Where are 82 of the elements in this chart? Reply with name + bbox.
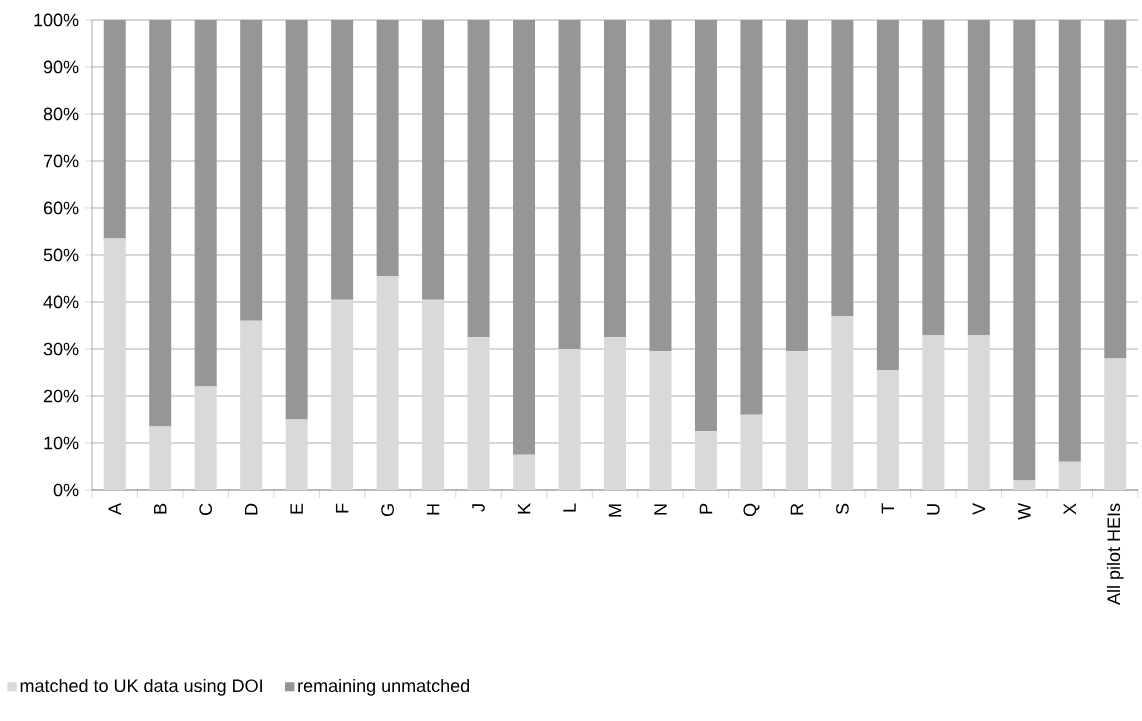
x-tick-label: L [563,503,576,512]
bar [240,320,263,490]
y-tick-label: 50% [43,248,79,262]
bar [785,351,808,490]
x-tick-label: U [927,504,940,515]
bar [240,19,263,321]
legend-label: matched to UK data using DOI [20,678,262,696]
bar [1013,480,1036,490]
x-tick-label: S [836,503,849,515]
bar [1104,358,1127,490]
bar [876,19,899,371]
bar [103,19,126,239]
bar [331,19,354,300]
x-tick-label: X [1063,503,1076,515]
x-tick-label: F [335,503,349,513]
x-tick-label: W [1018,502,1031,520]
bar [285,19,308,420]
x-tick-label: C [199,503,213,516]
bar [558,19,581,349]
y-tick-label: 30% [43,342,79,356]
bar [376,19,399,277]
bar [922,19,945,335]
bar [376,276,399,490]
bar [649,19,672,352]
x-tick-label: M [608,504,622,517]
bar [149,19,172,427]
x-tick-label: D [244,503,258,515]
x-tick-label: R [790,503,804,515]
bar [467,337,490,490]
bar [331,299,354,490]
bar [558,349,581,490]
x-tick-label: A [108,502,121,515]
x-tick-label: P [699,503,713,514]
bar [740,19,763,415]
x-tick-label: T [881,503,895,514]
bar [740,414,763,490]
bar [149,426,172,490]
bar [922,334,945,490]
bar [876,370,899,490]
bar [831,19,854,317]
x-tick-label: E [290,503,303,514]
bar [831,316,854,490]
x-tick-label: B [154,503,167,514]
y-tick-label: 10% [44,436,79,450]
y-tick-label: 100% [34,13,79,27]
bar [513,19,536,455]
x-tick-label: N [654,504,667,515]
bar [694,431,717,490]
bar [422,299,445,490]
bar [785,19,808,352]
x-tick-label: K [517,503,531,514]
y-tick-label: 20% [43,389,79,403]
bar [649,351,672,490]
x-tick-label: G [381,504,394,517]
bar [967,334,990,490]
bar [967,19,990,335]
y-tick-label: 90% [43,60,79,74]
y-tick-label: 40% [43,295,79,309]
bar [604,19,627,338]
bar [513,454,536,490]
bar [604,337,627,490]
bar [467,19,490,338]
bar [285,419,308,490]
x-tick-label: V [972,503,986,515]
bar [694,19,717,432]
y-tick-label: 60% [43,201,79,215]
y-tick-label: 80% [43,107,79,121]
x-tick-label: H [426,504,440,515]
y-tick-label: 70% [43,154,79,168]
legend-label: remaining unmatched [298,678,469,696]
bar [1013,19,1036,481]
x-tick-label: Q [743,503,760,517]
x-tick-label: J [472,504,485,512]
bar [194,19,217,387]
bar [194,386,217,490]
y-tick-label: 0% [53,483,79,497]
bar [1058,19,1081,462]
bar [1104,19,1127,359]
bar [1058,461,1081,490]
bar [422,19,445,300]
x-tick-label: All pilot HEIs [1106,503,1124,605]
bar [103,238,126,490]
